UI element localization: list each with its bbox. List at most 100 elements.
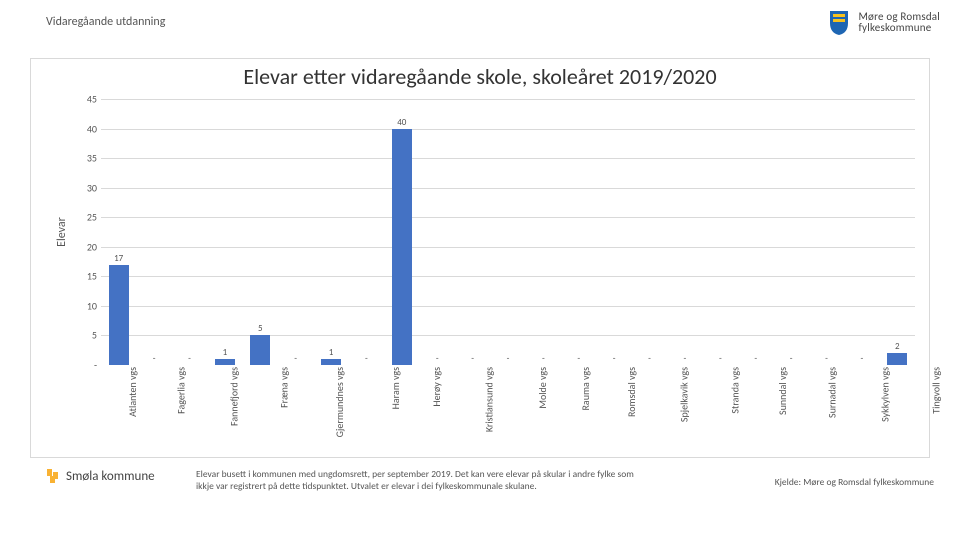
bar-value-label: 2 xyxy=(895,341,900,352)
x-tick-label: Haram vgs xyxy=(389,367,402,409)
x-tick: Ulstein vgs xyxy=(952,367,960,453)
bar-value-label: 1 xyxy=(223,347,228,358)
brand-text: Møre og Romsdal fylkeskommune xyxy=(858,11,940,33)
x-tick-label: Fannefjord vgs xyxy=(227,367,240,426)
x-tick-label: Fræna vgs xyxy=(277,367,290,408)
bar-value-label: - xyxy=(861,353,864,364)
bar-value-label: 17 xyxy=(114,253,123,264)
x-tick: Surnadal vgs xyxy=(800,367,851,453)
bar-slot: - xyxy=(136,99,171,365)
bar-value-label: - xyxy=(471,353,474,364)
x-tick: Molde vgs xyxy=(515,367,557,453)
bar-slot: - xyxy=(809,99,844,365)
chart-container: Elevar etter vidaregåande skole, skoleår… xyxy=(30,58,930,458)
x-tick-label: Herøy vgs xyxy=(430,367,443,407)
bar xyxy=(215,359,235,365)
bar-slot: 17 xyxy=(101,99,136,365)
bar-slot: - xyxy=(632,99,667,365)
x-tick-label: Surnadal vgs xyxy=(825,367,838,418)
x-tick-label: Tingvoll vgs xyxy=(929,367,942,414)
y-tick: 45 xyxy=(73,93,97,106)
brand-line2: fylkeskommune xyxy=(858,22,940,33)
y-tick: 5 xyxy=(73,329,97,342)
bar-slot: - xyxy=(526,99,561,365)
x-tick: Herøy vgs xyxy=(410,367,450,453)
x-tick: Spjelkavik vgs xyxy=(650,367,705,453)
bar-slot: 40 xyxy=(384,99,419,365)
bar-value-label: - xyxy=(294,353,297,364)
kommune-text: Smøla kommune xyxy=(66,469,155,484)
x-tick-label: Gjermundnes vgs xyxy=(333,367,346,437)
x-axis-ticks: Atlanten vgs Fagerlia vgs Fannefjord vgs Fr… xyxy=(101,367,915,453)
bar-value-label: - xyxy=(153,353,156,364)
footer: Smøla kommune Elevar busett i kommunen m… xyxy=(0,458,960,493)
y-tick: 35 xyxy=(73,152,97,165)
bar-slot: 5 xyxy=(243,99,278,365)
bar-value-label: - xyxy=(648,353,651,364)
x-tick-label: Kristiansund vgs xyxy=(482,367,495,432)
y-tick: 25 xyxy=(73,211,97,224)
bar-slot: 1 xyxy=(207,99,242,365)
x-tick-label: Molde vgs xyxy=(536,367,549,409)
x-tick-label: Sykkylven vgs xyxy=(878,367,891,422)
footer-note: Elevar busett i kommunen med ungdomsrett… xyxy=(196,468,636,493)
bar-value-label: - xyxy=(436,353,439,364)
y-tick: - xyxy=(73,359,97,372)
x-tick: Fannefjord vgs xyxy=(198,367,257,453)
x-tick-label: Fagerlia vgs xyxy=(174,367,187,414)
x-tick-label: Spjelkavik vgs xyxy=(678,367,691,422)
bar xyxy=(392,129,412,365)
y-tick: 20 xyxy=(73,240,97,253)
bar-slot: - xyxy=(844,99,879,365)
chart-plot: Elevar -51015202530354045 17--15-1-40---… xyxy=(101,99,915,365)
x-tick: Gjermundnes vgs xyxy=(298,367,368,453)
kommune-icon xyxy=(46,468,60,484)
x-tick-label: Sunndal vgs xyxy=(776,367,789,415)
bar-value-label: - xyxy=(613,353,616,364)
bar-slot: - xyxy=(349,99,384,365)
x-tick: Romsdal vgs xyxy=(600,367,650,453)
x-tick-label: Romsdal vgs xyxy=(625,367,638,417)
bar-slot: - xyxy=(596,99,631,365)
bar-value-label: - xyxy=(754,353,757,364)
bar-slot: - xyxy=(490,99,525,365)
page-header: Vidaregåande utdanning Møre og Romsdal f… xyxy=(0,0,960,38)
breadcrumb: Vidaregåande utdanning xyxy=(46,15,165,29)
bar xyxy=(321,359,341,365)
bar-slot: 2 xyxy=(880,99,915,365)
footer-source: Kjelde: Møre og Romsdal fylkeskommune xyxy=(775,468,934,488)
x-tick-label: Atlanten vgs xyxy=(126,367,139,417)
bar-value-label: - xyxy=(507,353,510,364)
bar-value-label: - xyxy=(790,353,793,364)
x-tick: Fagerlia vgs xyxy=(151,367,198,453)
y-tick: 10 xyxy=(73,299,97,312)
x-tick: Fræna vgs xyxy=(257,367,298,453)
bar-slot: - xyxy=(561,99,596,365)
bar-value-label: 1 xyxy=(329,347,334,358)
y-tick: 30 xyxy=(73,181,97,194)
bar-slot: - xyxy=(738,99,773,365)
chart-title: Elevar etter vidaregåande skole, skoleår… xyxy=(31,63,929,90)
bar-slot: - xyxy=(455,99,490,365)
x-tick-label: Rauma vgs xyxy=(578,367,591,411)
bar-value-label: - xyxy=(577,353,580,364)
bar-slot: - xyxy=(773,99,808,365)
chart-bars: 17--15-1-40-------------2 xyxy=(101,99,915,365)
x-tick: Sunndal vgs xyxy=(752,367,800,453)
y-tick: 40 xyxy=(73,122,97,135)
bar-value-label: - xyxy=(825,353,828,364)
bar xyxy=(109,265,129,365)
bar-value-label: 40 xyxy=(397,117,406,128)
bar-value-label: - xyxy=(719,353,722,364)
x-tick-label: Stranda vgs xyxy=(729,367,742,414)
bar-value-label: - xyxy=(542,353,545,364)
shield-icon xyxy=(828,9,850,35)
brand-logo: Møre og Romsdal fylkeskommune xyxy=(828,9,940,35)
x-tick: Atlanten vgs xyxy=(101,367,151,453)
y-axis-label: Elevar xyxy=(55,217,69,247)
bar xyxy=(887,353,907,365)
kommune-label: Smøla kommune xyxy=(46,468,176,484)
bar-slot: - xyxy=(278,99,313,365)
bar-value-label: - xyxy=(188,353,191,364)
bar-slot: - xyxy=(172,99,207,365)
